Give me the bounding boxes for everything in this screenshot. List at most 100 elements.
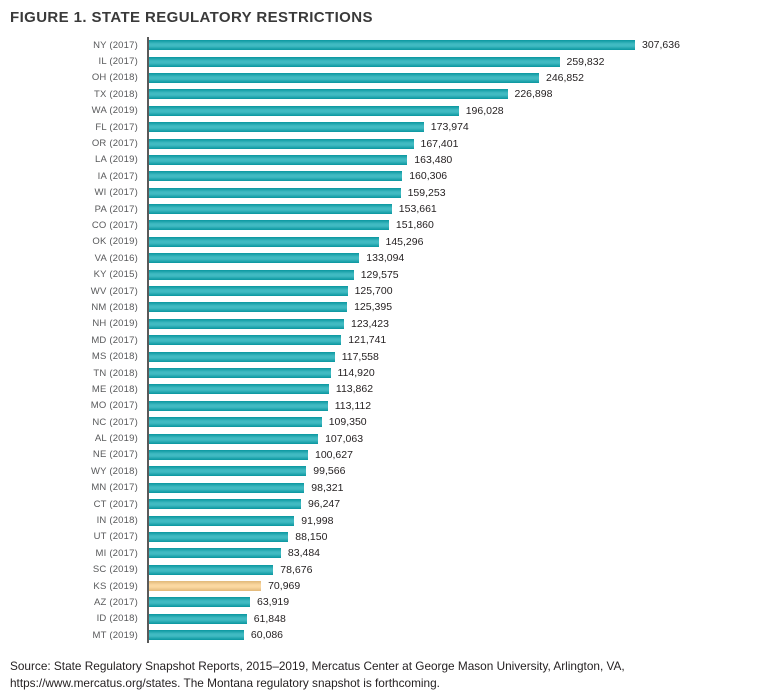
bar — [149, 187, 401, 198]
value-label: 63,919 — [257, 596, 290, 609]
bar — [149, 597, 250, 608]
bar-row: OH (2018) 246,852 — [0, 69, 768, 87]
bar-row: ID (2018) 61,848 — [0, 610, 768, 628]
bar — [149, 253, 360, 264]
category-label: OK (2019) — [92, 236, 138, 248]
bar — [149, 482, 305, 493]
value-label: 173,974 — [430, 121, 469, 134]
bar-track: 91,998 — [147, 512, 768, 529]
bar-row: MI (2017) 83,484 — [0, 545, 768, 562]
bar-row: WY (2018) 99,566 — [0, 463, 768, 480]
bar-row: KY (2015) 129,575 — [0, 266, 768, 283]
bar-track: 60,086 — [147, 627, 768, 644]
category-label: CO (2017) — [91, 219, 138, 231]
bar-track: 196,028 — [147, 102, 768, 119]
bar-track: 129,575 — [147, 266, 768, 283]
bar — [149, 318, 344, 329]
bar-row: WI (2017) 159,253 — [0, 184, 768, 201]
bar-track: 99,566 — [147, 463, 768, 480]
bar-row: IL (2017) 259,832 — [0, 53, 768, 70]
category-label: MD (2017) — [91, 334, 138, 346]
bar-row: AL (2019) 107,063 — [0, 430, 768, 447]
category-label: MO (2017) — [90, 400, 138, 412]
value-label: 133,094 — [366, 252, 405, 265]
category-label: UT (2017) — [93, 531, 138, 543]
bar — [149, 72, 539, 83]
bar-track: 307,636 — [147, 37, 768, 54]
category-label: VA (2016) — [94, 252, 138, 264]
bar — [149, 515, 295, 526]
bar-track: 88,150 — [147, 528, 768, 546]
bar — [149, 302, 348, 313]
bar-row: OK (2019) 145,296 — [0, 233, 768, 251]
bar — [149, 613, 247, 624]
value-label: 259,832 — [566, 55, 605, 68]
bar-row: CO (2017) 151,860 — [0, 217, 768, 234]
bar — [149, 204, 392, 215]
figure-title: FIGURE 1. STATE REGULATORY RESTRICTIONS — [10, 9, 373, 26]
bar-track: 259,832 — [147, 53, 768, 70]
category-label: ME (2018) — [91, 383, 138, 395]
bar-row: TN (2018) 114,920 — [0, 364, 768, 382]
bar — [149, 433, 319, 444]
value-label: 129,575 — [360, 268, 399, 281]
bar-row: NH (2019) 123,423 — [0, 315, 768, 333]
bar-track: 83,484 — [147, 545, 768, 562]
category-label: WA (2019) — [91, 105, 138, 117]
value-label: 145,296 — [385, 235, 424, 248]
category-label: KS (2019) — [93, 580, 138, 592]
bar — [149, 122, 424, 133]
bar — [149, 236, 379, 247]
bar — [149, 368, 331, 378]
bar-highlighted — [149, 581, 262, 592]
value-label: 91,998 — [301, 514, 334, 527]
value-label: 83,484 — [287, 547, 321, 560]
bar-row: PA (2017) 153,661 — [0, 200, 768, 218]
bar-row: IN (2018) 91,998 — [0, 512, 768, 529]
value-label: 121,741 — [348, 334, 387, 347]
category-label: NC (2017) — [92, 416, 138, 428]
bar-row: UT (2017) 88,150 — [0, 528, 768, 546]
bar — [149, 400, 328, 411]
value-label: 151,860 — [395, 219, 434, 232]
bar-track: 98,321 — [147, 479, 768, 496]
category-label: IA (2017) — [97, 170, 138, 182]
value-label: 70,969 — [268, 580, 301, 593]
category-label: WY (2018) — [90, 465, 138, 477]
category-label: AL (2019) — [94, 433, 138, 445]
bar-track: 121,741 — [147, 332, 768, 349]
bar-row: NC (2017) 109,350 — [0, 413, 768, 431]
bar — [149, 630, 244, 641]
category-label: NY (2017) — [93, 39, 138, 51]
bar-track: 61,848 — [147, 610, 768, 628]
bar-track: 70,969 — [147, 577, 768, 595]
bar-track: 107,063 — [147, 430, 768, 447]
value-label: 61,848 — [253, 612, 286, 625]
bar — [149, 417, 322, 428]
value-label: 113,112 — [334, 399, 372, 412]
category-label: CT (2017) — [93, 498, 138, 510]
bar-track: 109,350 — [147, 413, 768, 431]
bar-row: MN (2017) 98,321 — [0, 479, 768, 496]
bar — [149, 384, 329, 395]
bar — [149, 351, 335, 362]
value-label: 78,676 — [280, 563, 313, 576]
category-label: WI (2017) — [94, 187, 138, 199]
bar — [149, 105, 459, 116]
value-label: 307,636 — [642, 39, 680, 52]
bar-track: 114,920 — [147, 364, 768, 382]
bar-track: 133,094 — [147, 250, 768, 267]
bar — [149, 466, 307, 477]
bar-row: NY (2017) 307,636 — [0, 37, 768, 54]
value-label: 98,321 — [311, 481, 344, 494]
bar — [149, 269, 354, 280]
value-label: 167,401 — [420, 137, 459, 150]
bar-row: MO (2017) 113,112 — [0, 397, 768, 414]
category-label: NM (2018) — [91, 301, 138, 313]
category-label: NE (2017) — [92, 449, 138, 461]
bar-row: TX (2018) 226,898 — [0, 86, 768, 103]
bar — [149, 138, 414, 149]
bar-row: CT (2017) 96,247 — [0, 495, 768, 513]
category-label: TN (2018) — [93, 367, 138, 379]
